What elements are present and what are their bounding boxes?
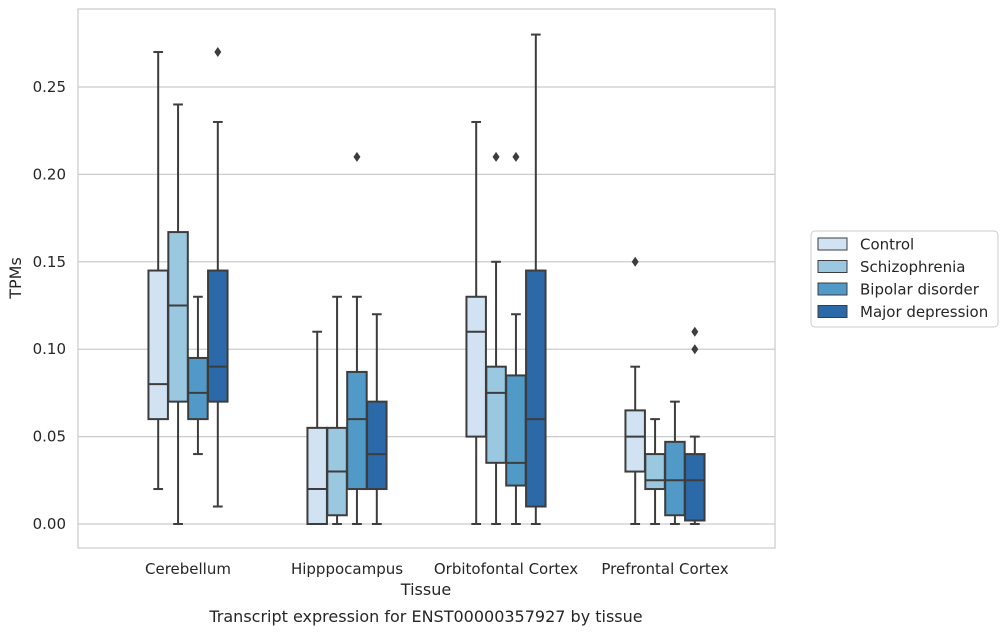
legend-swatch [817, 282, 848, 296]
outlier-point [214, 47, 222, 58]
y-tick-label: 0.10 [33, 340, 66, 358]
y-tick-labels: 0.00 0.05 0.10 0.15 0.20 0.25 [33, 78, 66, 533]
box-1-3 [366, 313, 388, 525]
box-2-0 [465, 120, 487, 525]
outlier-point [353, 151, 361, 162]
box-body [485, 365, 507, 464]
box-body [366, 400, 388, 491]
y-tick-label: 0.05 [33, 428, 66, 446]
legend-label: Schizophrenia [860, 258, 965, 276]
box-2-2 [505, 151, 527, 525]
box-1-1 [326, 295, 348, 525]
box-body [624, 409, 646, 473]
legend-swatch [817, 260, 848, 273]
box-body [147, 269, 169, 421]
y-tick-label: 0.20 [33, 165, 66, 183]
outlier-point [631, 256, 639, 267]
boxes [147, 33, 706, 525]
box-3-3 [684, 326, 706, 525]
box-body [664, 440, 686, 517]
box-body [167, 231, 189, 403]
box-0-0 [147, 51, 169, 491]
legend-label: Control [860, 236, 914, 254]
x-tick-label: Hipppocampus [291, 560, 403, 578]
x-tick-label: Orbitofontal Cortex [434, 560, 578, 578]
box-body [505, 374, 527, 487]
plot-frame [77, 8, 776, 549]
y-tick-label: 0.15 [33, 253, 66, 271]
box-body [187, 356, 209, 421]
box-3-0 [624, 256, 646, 525]
outlier-point [691, 326, 699, 337]
legend-swatch [817, 237, 848, 251]
outlier-point [492, 151, 500, 162]
box-body [346, 370, 368, 491]
box-3-2 [664, 400, 686, 525]
box-3-1 [644, 418, 666, 525]
x-tick-label: Cerebellum [145, 560, 231, 578]
box-2-1 [485, 151, 507, 525]
box-body [306, 426, 328, 525]
legend-label: Bipolar disorder [860, 281, 980, 299]
legend: Control Schizophrenia Bipolar disorder Majo… [810, 230, 999, 328]
box-body [684, 453, 706, 522]
outlier-point [512, 151, 520, 162]
y-tick-label: 0.25 [33, 78, 66, 96]
box-1-0 [306, 330, 328, 525]
legend-swatch [817, 305, 848, 318]
box-0-1 [167, 103, 189, 525]
x-tick-labels: Cerebellum Hipppocampus Orbitofontal Corte… [145, 560, 729, 578]
box-body [644, 453, 666, 491]
chart-caption: Transcript expression for ENST0000035792… [208, 607, 642, 626]
box-0-3 [207, 47, 229, 508]
box-body [465, 295, 487, 438]
box-body [525, 269, 547, 508]
x-axis-label: Tissue [400, 580, 451, 599]
outlier-point [691, 344, 699, 355]
legend-frame [810, 230, 999, 328]
box-body [207, 269, 229, 403]
box-1-2 [346, 151, 368, 525]
box-0-2 [187, 295, 209, 456]
x-tick-label: Prefrontal Cortex [601, 560, 728, 578]
legend-label: Major depression [860, 303, 988, 321]
y-tick-label: 0.00 [33, 515, 66, 533]
box-2-3 [525, 33, 547, 525]
y-axis-label: TPMs [6, 257, 25, 300]
